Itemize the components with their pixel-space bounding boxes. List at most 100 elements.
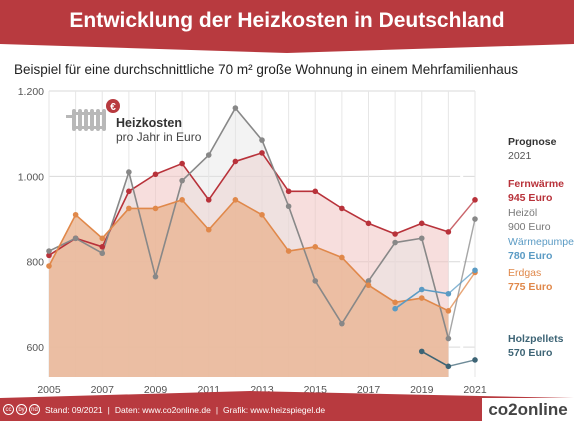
fernwaerme-label: Fernwärme: [508, 178, 564, 190]
co2online-logo: co2online: [482, 398, 574, 421]
series-line: [48, 199, 449, 312]
data-point: [126, 169, 132, 175]
line-layer: [48, 107, 476, 368]
data-point: [232, 197, 239, 203]
data-point: [472, 216, 478, 222]
data-point: [152, 273, 159, 280]
data-point: [418, 348, 425, 355]
data-point: [339, 205, 345, 212]
data-point: [418, 235, 425, 242]
cc-nd-icon: nd: [29, 404, 40, 415]
data-point: [259, 211, 265, 218]
data-point: [445, 308, 452, 314]
data-point: [99, 244, 106, 250]
series-area-base: [49, 199, 449, 377]
data-point: [418, 295, 425, 301]
data-point: [418, 220, 425, 227]
data-point: [72, 235, 79, 242]
chart-legend-box: € Heizkosten pro Jahr in Euro: [66, 99, 202, 144]
data-point: [472, 357, 478, 363]
page-header: Entwicklung der Heizkosten in Deutschlan…: [0, 0, 574, 44]
data-point: [445, 290, 452, 297]
waermepumpe-label: Wärmepumpe: [508, 236, 574, 248]
page-title: Entwicklung der Heizkosten in Deutschlan…: [69, 9, 505, 32]
series-forecast-line: [447, 199, 476, 233]
data-point: [99, 235, 106, 242]
license-icons: cc by nd: [3, 404, 40, 415]
series-forecast-line: [448, 359, 476, 368]
footer-separator: |: [215, 404, 219, 415]
data-point: [472, 267, 478, 274]
legend-subtitle: pro Jahr in Euro: [116, 130, 202, 144]
data-point: [259, 150, 265, 156]
holzpellets-label: Holzpellets: [508, 333, 564, 345]
x-tick-label: 2009: [144, 384, 168, 396]
data-point: [99, 250, 106, 257]
data-point: [445, 229, 452, 235]
chart-subtitle: Beispiel für eine durchschnittliche 70 m…: [14, 62, 519, 77]
header-pointer: [0, 44, 574, 53]
data-point: [232, 105, 239, 111]
data-point: [472, 197, 478, 203]
euro-badge: [106, 99, 120, 113]
data-point: [46, 252, 52, 259]
series-line: [48, 107, 450, 339]
data-point: [205, 152, 212, 158]
data-point: [205, 226, 212, 233]
footer-separator: |: [107, 404, 110, 415]
data-point: [312, 244, 319, 250]
data-point: [205, 197, 212, 203]
data-point: [259, 137, 265, 143]
data-point: [72, 211, 79, 218]
holzpellets-value: 570 Euro: [508, 347, 552, 359]
waermepumpe-value: 780 Euro: [508, 250, 552, 262]
footer-bar: cc by nd Stand: 09/2021 | Daten: www.co2…: [0, 398, 574, 421]
footer-data-source: Daten: www.co2online.de: [114, 404, 211, 415]
erdgas-value: 775 Euro: [508, 281, 552, 293]
data-point: [179, 160, 185, 167]
data-point: [365, 278, 372, 284]
series-forecast-line: [447, 218, 476, 339]
data-point: [179, 177, 185, 184]
data-point: [126, 205, 132, 212]
y-tick-label: 800: [26, 257, 44, 269]
side-labels: Prognose 2021 Fernwärme 945 Euro Heizöl …: [508, 136, 574, 359]
cc-by-icon: by: [16, 404, 27, 415]
data-point: [365, 282, 372, 289]
footer-stand: Stand: 09/2021: [45, 404, 103, 415]
data-point: [392, 299, 398, 306]
erdgas-label: Erdgas: [508, 267, 541, 279]
data-point: [339, 320, 345, 327]
data-point: [312, 278, 319, 284]
data-point: [285, 188, 292, 195]
series-line: [48, 152, 449, 257]
data-point: [126, 188, 132, 195]
data-point: [285, 203, 292, 210]
euro-badge-symbol: €: [110, 102, 116, 113]
series-forecast-line: [447, 269, 476, 295]
area-layer: [49, 108, 449, 378]
series-forecast-line: [447, 272, 476, 312]
data-point: [418, 286, 425, 293]
heizoel-value: 900 Euro: [508, 221, 551, 233]
heizoel-label: Heizöl: [508, 207, 537, 219]
data-point: [232, 158, 239, 165]
prognose-year: 2021: [508, 150, 532, 162]
data-point: [445, 363, 452, 370]
y-tick-label: 1.200: [18, 86, 44, 98]
heating-cost-chart: € Heizkosten pro Jahr in Euro 600 800 1.00…: [18, 86, 574, 396]
x-tick-label: 2021: [463, 384, 487, 396]
y-tick-label: 600: [26, 342, 44, 354]
data-point: [392, 305, 398, 312]
data-point: [392, 231, 398, 237]
y-tick-label: 1.000: [18, 171, 44, 183]
data-point: [285, 248, 292, 254]
data-point: [392, 239, 398, 246]
data-point: [152, 171, 159, 178]
x-tick-label: 2007: [91, 384, 115, 396]
legend-title: Heizkosten: [116, 116, 182, 130]
data-point: [46, 263, 52, 269]
x-tick-label: 2017: [357, 384, 381, 396]
x-tick-label: 2005: [37, 384, 61, 396]
data-point: [179, 197, 185, 203]
